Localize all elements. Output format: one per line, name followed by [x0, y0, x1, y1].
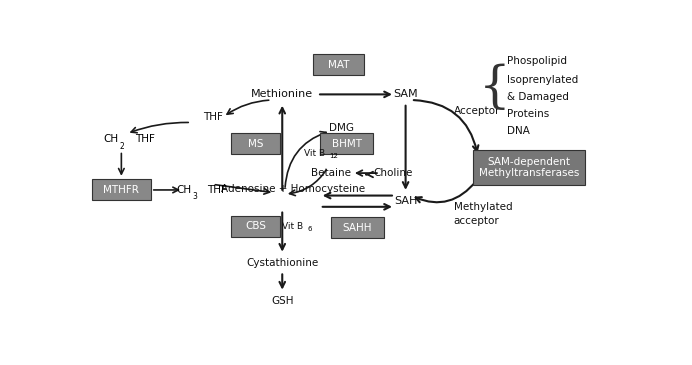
Text: THF: THF — [135, 134, 154, 144]
Text: 2: 2 — [120, 142, 125, 151]
FancyBboxPatch shape — [473, 150, 585, 185]
Text: {: { — [480, 64, 511, 114]
Text: Methylated: Methylated — [454, 202, 513, 212]
Text: Vit B: Vit B — [282, 222, 303, 231]
Text: GSH: GSH — [271, 296, 293, 306]
Text: acceptor: acceptor — [454, 216, 500, 226]
Text: SAM: SAM — [393, 89, 418, 99]
FancyBboxPatch shape — [92, 180, 151, 200]
Text: Phospolipid: Phospolipid — [507, 56, 567, 66]
Text: 12: 12 — [329, 153, 338, 159]
Text: & Damaged: & Damaged — [507, 92, 570, 102]
Text: THF: THF — [203, 112, 222, 122]
FancyBboxPatch shape — [331, 217, 384, 238]
Text: DNA: DNA — [507, 126, 530, 136]
Text: SAHH: SAHH — [343, 223, 372, 233]
FancyBboxPatch shape — [313, 54, 364, 76]
Text: Vit B: Vit B — [304, 149, 325, 158]
Text: MTHFR: MTHFR — [103, 185, 139, 195]
FancyBboxPatch shape — [231, 133, 280, 154]
Text: Proteins: Proteins — [507, 109, 549, 119]
Text: BHMT: BHMT — [331, 139, 362, 149]
Text: SAM-dependent
Methyltransferases: SAM-dependent Methyltransferases — [479, 157, 579, 178]
Text: 3: 3 — [192, 192, 197, 201]
FancyBboxPatch shape — [320, 133, 374, 154]
Text: Choline: Choline — [374, 168, 413, 178]
Text: MS: MS — [248, 139, 263, 149]
Text: CH: CH — [176, 185, 191, 195]
Text: Cystathionine: Cystathionine — [246, 258, 318, 268]
Text: THF: THF — [207, 185, 227, 195]
Text: CH: CH — [104, 134, 119, 144]
Text: Betaine: Betaine — [311, 168, 351, 178]
Text: Acceptor: Acceptor — [454, 106, 500, 116]
Text: MAT: MAT — [328, 60, 349, 70]
Text: DMG: DMG — [329, 123, 354, 133]
Text: SAH: SAH — [394, 196, 417, 206]
Text: Methionine: Methionine — [251, 89, 313, 99]
Text: 6: 6 — [308, 226, 313, 232]
Text: CBS: CBS — [245, 222, 266, 231]
Text: Isoprenylated: Isoprenylated — [507, 75, 579, 85]
Text: Adenosine + Homocysteine: Adenosine + Homocysteine — [221, 184, 365, 193]
FancyBboxPatch shape — [231, 216, 280, 237]
